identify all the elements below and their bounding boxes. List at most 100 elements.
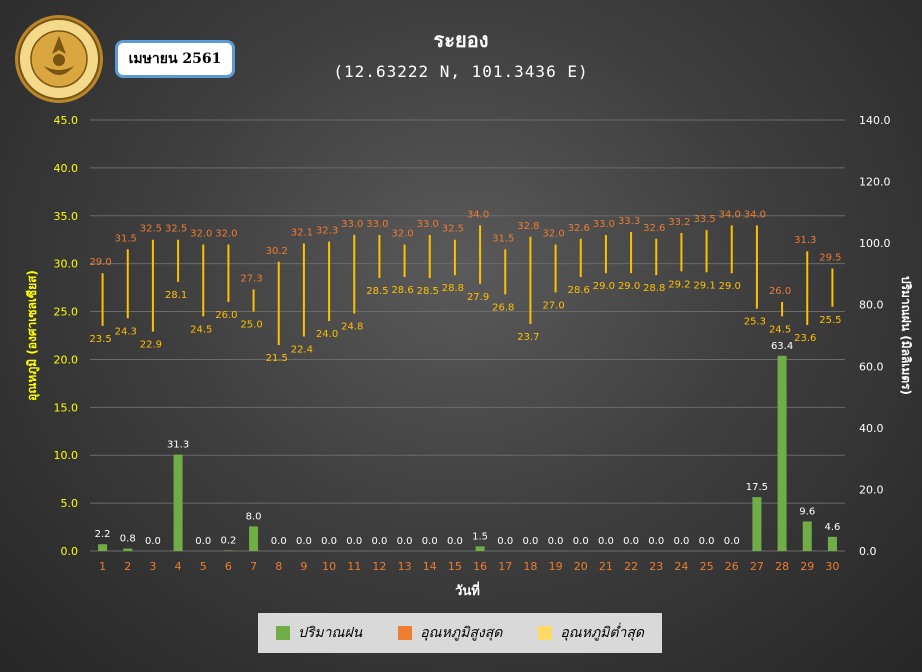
legend-label-tmax: อุณหภูมิสูงสุด (420, 625, 503, 641)
legend-item-tmax: อุณหภูมิสูงสุด (398, 622, 502, 644)
month-badge: เมษายน 2561 (115, 40, 235, 78)
rain-bar (173, 454, 183, 551)
legend-item-rain: ปริมาณฝน (275, 622, 363, 644)
rain-data-label: 0.0 (296, 536, 312, 547)
tmin-data-label: 25.3 (744, 317, 766, 328)
tmin-data-label: 29.1 (693, 280, 715, 291)
y-left-tick-label: 45.0 (54, 114, 79, 127)
x-tick-label: 3 (149, 560, 156, 573)
tmax-data-label: 26.0 (769, 286, 791, 297)
tmin-data-label: 23.7 (517, 332, 539, 343)
x-tick-label: 21 (599, 560, 613, 573)
tmin-data-label: 28.8 (442, 283, 464, 294)
rain-bar (777, 355, 787, 551)
tmin-data-label: 24.5 (769, 324, 791, 335)
tmin-data-label: 24.8 (341, 321, 363, 332)
rain-data-label: 63.4 (771, 341, 793, 352)
tmin-data-label: 28.1 (165, 290, 187, 301)
rain-data-label: 0.0 (195, 536, 211, 547)
y-right-tick-label: 0.0 (859, 545, 877, 558)
x-tick-label: 30 (825, 560, 839, 573)
y-right-tick-label: 100.0 (859, 237, 891, 250)
rain-data-label: 0.0 (648, 536, 664, 547)
station-coordinates: (12.63222 N, 101.3436 E) (333, 62, 589, 81)
tmin-data-label: 21.5 (266, 353, 288, 364)
rain-bar (827, 536, 837, 551)
tmax-data-label: 32.8 (517, 221, 539, 232)
tmax-data-label: 32.5 (165, 224, 187, 235)
tmax-data-label: 32.5 (140, 224, 162, 235)
x-tick-label: 6 (225, 560, 232, 573)
rain-data-label: 9.6 (799, 506, 815, 517)
rain-bar (752, 497, 762, 551)
rain-data-label: 0.0 (548, 536, 564, 547)
x-tick-label: 4 (175, 560, 182, 573)
tmax-data-label: 34.0 (719, 209, 741, 220)
tmax-data-label: 31.5 (492, 233, 514, 244)
y-left-tick-label: 15.0 (54, 401, 79, 414)
x-tick-label: 10 (322, 560, 336, 573)
tmax-data-label: 29.5 (819, 252, 841, 263)
rain-data-label: 0.2 (220, 535, 236, 546)
tmax-data-label: 33.0 (366, 219, 388, 230)
x-tick-label: 18 (523, 560, 537, 573)
rain-data-label: 0.0 (598, 536, 614, 547)
tmin-data-label: 28.5 (366, 286, 388, 297)
x-tick-label: 25 (700, 560, 714, 573)
x-tick-label: 16 (473, 560, 487, 573)
rain-data-label: 0.0 (699, 536, 715, 547)
rain-data-label: 0.0 (422, 536, 438, 547)
tmax-data-label: 32.0 (542, 229, 564, 240)
legend: ปริมาณฝน อุณหภูมิสูงสุด อุณหภูมิต่ำสุด (258, 613, 662, 653)
tmax-data-label: 32.0 (190, 229, 212, 240)
rain-bar (249, 526, 259, 551)
y-right-tick-label: 140.0 (859, 114, 891, 127)
y-right-tick-label: 40.0 (859, 422, 884, 435)
tmin-data-label: 23.5 (89, 334, 111, 345)
y-right-tick-label: 80.0 (859, 299, 884, 312)
tmax-data-label: 34.0 (744, 209, 766, 220)
y-left-tick-label: 25.0 (54, 306, 79, 319)
tmin-data-label: 28.6 (568, 285, 590, 296)
tmax-data-label: 33.0 (341, 219, 363, 230)
tmin-data-label: 28.8 (643, 283, 665, 294)
y-left-tick-label: 0.0 (61, 545, 79, 558)
x-tick-label: 29 (800, 560, 814, 573)
rain-data-label: 0.0 (371, 536, 387, 547)
y-right-tick-label: 20.0 (859, 483, 884, 496)
rain-data-label: 0.0 (497, 536, 513, 547)
tmax-data-label: 32.0 (391, 229, 413, 240)
rain-data-label: 0.8 (120, 534, 136, 545)
tmin-data-label: 26.0 (215, 310, 237, 321)
tmin-data-label: 27.9 (467, 292, 489, 303)
x-tick-label: 28 (775, 560, 789, 573)
x-tick-label: 12 (372, 560, 386, 573)
x-tick-label: 26 (725, 560, 739, 573)
rain-bar (223, 550, 233, 551)
rain-bar (802, 521, 812, 551)
tmin-data-label: 29.0 (593, 281, 615, 292)
y-left-tick-label: 30.0 (54, 258, 79, 271)
x-tick-label: 7 (250, 560, 257, 573)
tmin-data-label: 24.3 (115, 326, 137, 337)
legend-label-rain: ปริมาณฝน (297, 625, 363, 641)
rain-data-label: 0.0 (447, 536, 463, 547)
rain-data-label: 0.0 (573, 536, 589, 547)
y-left-tick-label: 10.0 (54, 449, 79, 462)
tmax-data-label: 31.5 (115, 233, 137, 244)
tmax-data-label: 33.0 (417, 219, 439, 230)
tmin-data-label: 23.6 (794, 333, 816, 344)
rain-data-label: 0.0 (346, 536, 362, 547)
legend-item-tmin: อุณหภูมิต่ำสุด (538, 622, 644, 644)
tmax-data-label: 27.3 (240, 274, 262, 285)
y-right-axis-title: ปริมาณฝน (มิลลิเมตร) (899, 276, 913, 395)
x-tick-label: 14 (423, 560, 437, 573)
x-tick-label: 11 (347, 560, 361, 573)
tmax-data-label: 31.3 (794, 235, 816, 246)
x-tick-label: 23 (649, 560, 663, 573)
y-right-tick-label: 120.0 (859, 176, 891, 189)
x-tick-label: 13 (398, 560, 412, 573)
x-tick-label: 8 (275, 560, 282, 573)
x-tick-label: 2 (124, 560, 131, 573)
rain-bar (475, 546, 485, 551)
